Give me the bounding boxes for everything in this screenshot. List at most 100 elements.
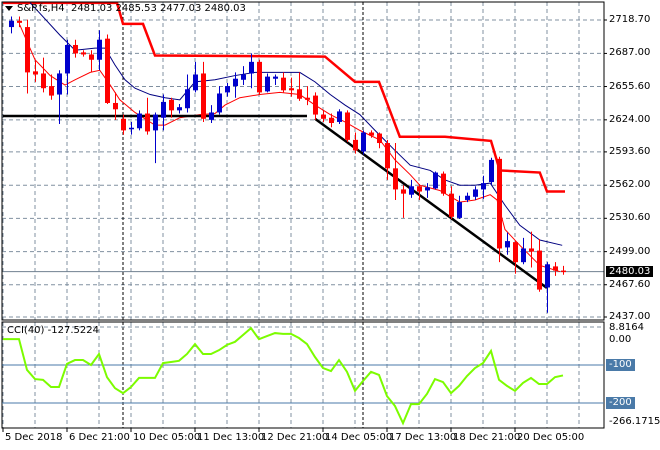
candle-body [449, 193, 454, 217]
candle-body [489, 159, 494, 183]
candle-body [473, 189, 478, 197]
cci-axis-top: 8.8164 [609, 322, 644, 333]
candle-body [81, 52, 86, 55]
candle [441, 171, 446, 196]
candle [225, 82, 230, 97]
price-axis-label: 2530.60 [609, 212, 651, 224]
candle [33, 59, 38, 82]
candle-body [513, 242, 518, 263]
candle-body [273, 76, 278, 79]
cci-axis-bottom: -266.1715 [609, 416, 660, 427]
candle-body [241, 74, 246, 80]
price-axis-label: 2718.70 [609, 14, 651, 25]
time-axis-label: 10 Dec 05:00 [133, 432, 201, 443]
candle [217, 86, 222, 115]
candle-body [169, 99, 174, 111]
price-panel-border [1, 1, 605, 321]
chart-title: S&P.fs,H4 2481.03 2485.53 2477.03 2480.0… [5, 3, 246, 14]
candle-body [105, 38, 110, 103]
price-axis-label: 2593.60 [609, 145, 651, 157]
candle-body [289, 88, 294, 91]
candle [329, 113, 334, 128]
candle-body [225, 86, 230, 93]
candle [465, 192, 470, 203]
candle [233, 72, 238, 98]
candle-body [209, 112, 214, 120]
candle [97, 30, 102, 71]
candle-body [545, 264, 550, 288]
candle [361, 130, 366, 155]
candle [257, 59, 262, 95]
candle [105, 34, 110, 105]
candle [185, 74, 190, 113]
candle-body [129, 127, 134, 130]
candle [369, 130, 374, 138]
candle [305, 86, 310, 106]
candle-body [385, 143, 390, 169]
candle [337, 109, 342, 125]
candle [481, 175, 486, 199]
candle [153, 112, 158, 164]
candle [313, 92, 318, 120]
candle [281, 72, 286, 93]
candle-body [321, 114, 326, 119]
candle [553, 262, 558, 276]
cci-title: CCI(40) -127.5224 [7, 325, 99, 336]
candle-body [337, 111, 342, 122]
candle [473, 186, 478, 200]
candle-body [161, 101, 166, 118]
slow-ma-line [29, 2, 563, 246]
candle [513, 241, 518, 274]
candle-body [497, 158, 502, 249]
candle [81, 50, 86, 57]
candle [345, 110, 350, 142]
candle [457, 195, 462, 219]
candle [41, 57, 46, 93]
candle-body [305, 97, 310, 100]
candle-body [361, 132, 366, 152]
price-axis-label: 2687.00 [609, 47, 651, 59]
candle [537, 238, 542, 292]
cci-line [3, 326, 564, 426]
candle [265, 73, 270, 93]
candle-body [9, 20, 14, 28]
candle-body [521, 248, 526, 263]
candle-body [185, 89, 190, 109]
candle-body [201, 73, 206, 119]
price-grid [2, 19, 604, 318]
time-axis-label: 20 Dec 05:00 [517, 432, 585, 443]
candle [449, 186, 454, 219]
indicator-lines [3, 2, 565, 290]
candle-body [233, 78, 238, 87]
time-axis-label: 6 Dec 21:00 [69, 432, 130, 443]
candle [401, 185, 406, 218]
candle [425, 183, 430, 198]
dropdown-triangle-icon[interactable] [5, 5, 13, 11]
candle [113, 92, 118, 120]
candle [377, 132, 382, 149]
candle [193, 61, 198, 93]
envelope-upper-line [3, 2, 565, 193]
symbol-label: S&P.fs,H4 [17, 3, 65, 14]
price-axis-label: 2437.00 [609, 310, 651, 322]
candle [417, 184, 422, 200]
time-axis-label: 11 Dec 13:00 [197, 432, 265, 443]
candle [353, 132, 358, 154]
candle [57, 70, 62, 125]
candle [249, 53, 254, 89]
candle [393, 143, 398, 200]
candle-body [353, 139, 358, 151]
candle [505, 232, 510, 255]
candle [177, 104, 182, 114]
time-axis-label: 17 Dec 13:00 [389, 432, 457, 443]
candle [273, 74, 278, 86]
candle [385, 139, 390, 180]
candle-body [49, 86, 54, 96]
candle-body [193, 74, 198, 91]
candle [25, 19, 30, 94]
candle [161, 94, 166, 131]
candle [49, 74, 54, 100]
candle-body [433, 172, 438, 189]
candle-body [393, 168, 398, 190]
